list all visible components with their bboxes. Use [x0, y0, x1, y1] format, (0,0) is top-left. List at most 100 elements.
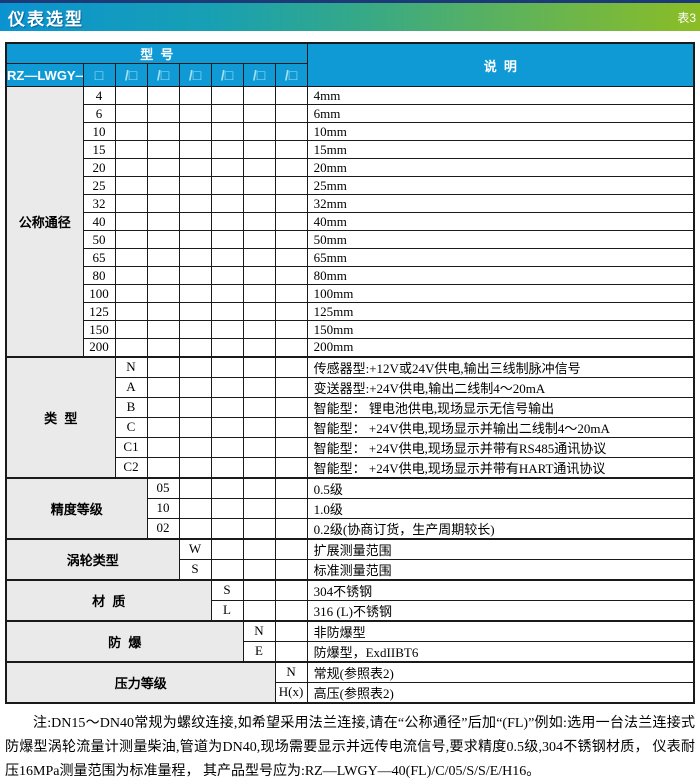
desc-cell: 智能型： +24V供电,现场显示并带有RS485通讯协议 [306, 436, 695, 458]
desc-cell: 125mm [306, 302, 695, 321]
empty-cell [242, 104, 276, 123]
empty-cell [178, 212, 212, 231]
table-row: 100 100mm [6, 284, 695, 303]
empty-cell [274, 619, 308, 642]
table-row: 15 15mm [6, 140, 695, 159]
empty-cell [210, 140, 244, 159]
code-cell: 32 [82, 194, 116, 213]
desc-cell: 常规(参照表2) [306, 660, 695, 683]
empty-cell [178, 456, 212, 478]
empty-cell [146, 266, 180, 285]
empty-cell [146, 338, 180, 357]
code-cell: 25 [82, 176, 116, 195]
empty-cell [146, 416, 180, 438]
desc-cell: 100mm [306, 284, 695, 303]
desc-cell: 32mm [306, 194, 695, 213]
code-slot-icon: /□ [274, 63, 308, 87]
code-cell: 40 [82, 212, 116, 231]
empty-cell [210, 284, 244, 303]
empty-cell [210, 320, 244, 339]
empty-cell [242, 284, 276, 303]
desc-cell: 25mm [306, 176, 695, 195]
empty-cell [210, 338, 244, 357]
empty-cell [242, 194, 276, 213]
empty-cell [178, 376, 212, 398]
empty-cell [242, 558, 276, 580]
code-cell: N [242, 619, 276, 642]
empty-cell [274, 517, 308, 539]
empty-cell [242, 456, 276, 478]
empty-cell [274, 578, 308, 601]
empty-cell [178, 355, 212, 378]
desc-cell: 智能型： +24V供电,现场显示并输出二线制4～20mA [306, 416, 695, 438]
empty-cell [114, 194, 148, 213]
desc-cell: 304不锈钢 [306, 578, 695, 601]
empty-cell [210, 266, 244, 285]
code-cell: 65 [82, 248, 116, 267]
empty-cell [242, 122, 276, 141]
empty-cell [274, 248, 308, 267]
section-label: 压力等级 [5, 660, 276, 703]
desc-cell: 200mm [306, 338, 695, 357]
empty-cell [146, 212, 180, 231]
empty-cell [242, 599, 276, 621]
code-slot-icon: /□ [114, 63, 148, 87]
desc-cell: 0.5级 [306, 476, 695, 499]
model-header: 型 号 [5, 42, 308, 64]
table-row: 50 50mm [6, 230, 695, 249]
table-row: 40 40mm [6, 212, 695, 231]
empty-cell [178, 248, 212, 267]
table-row: C 智能型： +24V供电,现场显示并输出二线制4～20mA [6, 416, 695, 438]
empty-cell [210, 194, 244, 213]
empty-cell [210, 176, 244, 195]
code-cell: 150 [82, 320, 116, 339]
empty-cell [274, 302, 308, 321]
desc-cell: 80mm [306, 266, 695, 285]
empty-cell [274, 122, 308, 141]
empty-cell [274, 86, 308, 105]
empty-cell [242, 230, 276, 249]
table-row: 压力等级 N 常规(参照表2) [5, 660, 695, 703]
empty-cell [114, 338, 148, 357]
empty-cell [146, 104, 180, 123]
table-row: 防 爆 N 非防爆型 [5, 619, 695, 662]
empty-cell [146, 248, 180, 267]
table-row: 125 125mm [6, 302, 695, 321]
empty-cell [274, 194, 308, 213]
empty-cell [210, 517, 244, 539]
code-cell: B [114, 396, 148, 418]
desc-cell: 非防爆型 [306, 619, 695, 642]
table-row: L 316 (L)不锈钢 [6, 599, 695, 621]
section-label: 防 爆 [5, 619, 244, 662]
empty-cell [274, 212, 308, 231]
empty-cell [242, 86, 276, 105]
desc-cell: 316 (L)不锈钢 [306, 599, 695, 621]
code-cell: 15 [82, 140, 116, 159]
table-row: 25 25mm [6, 176, 695, 195]
empty-cell [242, 212, 276, 231]
desc-cell: 4mm [306, 86, 695, 105]
section-label: 材 质 [5, 578, 212, 621]
code-slot-icon: /□ [146, 63, 180, 87]
empty-cell [210, 158, 244, 177]
empty-cell [274, 640, 308, 662]
code-cell: 125 [82, 302, 116, 321]
table-row: B 智能型： 锂电池供电,现场显示无信号输出 [6, 396, 695, 418]
empty-cell [242, 320, 276, 339]
table-row: 公称通径 4 4mm [5, 86, 695, 357]
empty-cell [178, 194, 212, 213]
empty-cell [178, 140, 212, 159]
empty-cell [242, 578, 276, 601]
section-label: 类 型 [5, 355, 116, 478]
code-cell: 10 [146, 497, 180, 519]
table-row: 02 0.2级(协商订货，生产周期较长) [6, 517, 695, 539]
table-row: 10 1.0级 [6, 497, 695, 519]
empty-cell [114, 86, 148, 105]
table-number-badge: 表3 [677, 10, 696, 25]
empty-cell [114, 284, 148, 303]
table-row: 10 10mm [6, 122, 695, 141]
desc-cell: 防爆型，ExdIIBT6 [306, 640, 695, 662]
empty-cell [274, 140, 308, 159]
code-cell: 05 [146, 476, 180, 499]
table-row: 200 200mm [6, 338, 695, 357]
